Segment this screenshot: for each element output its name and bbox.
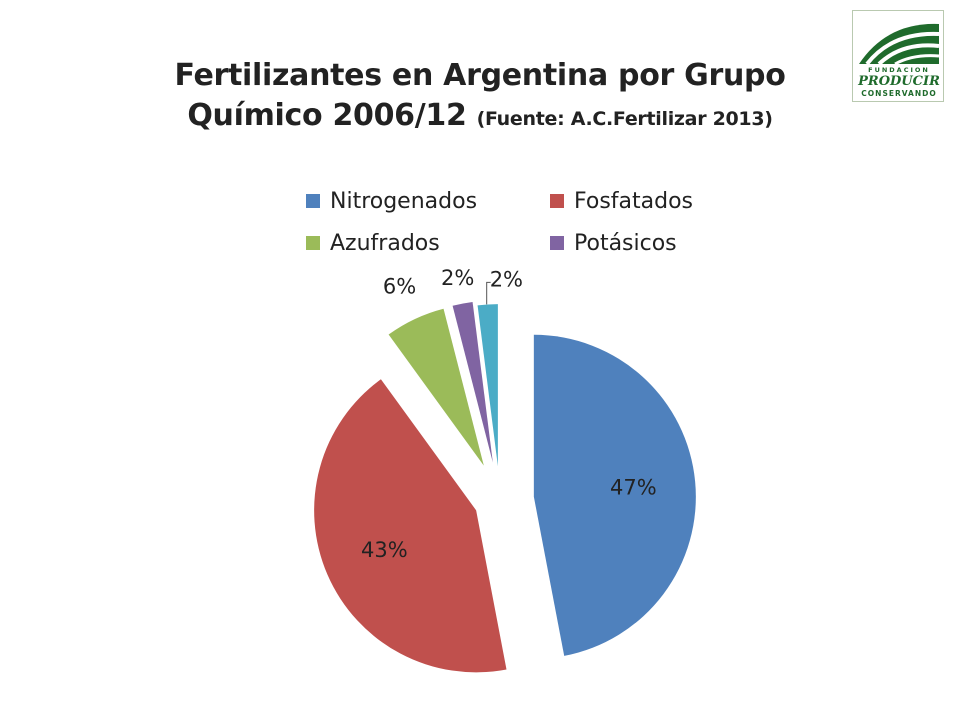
data-label: 43% — [361, 538, 408, 562]
data-label: 2% — [441, 266, 474, 290]
logo-text-bottom: CONSERVANDO — [861, 89, 936, 98]
chart-legend: Nitrogenados Fosfatados Azufrados Potásicos — [306, 185, 746, 265]
legend-item-fosfatados: Fosfatados — [550, 185, 693, 217]
legend-label: Fosfatados — [574, 188, 694, 214]
legend-item-azufrados: Azufrados — [306, 227, 440, 259]
legend-swatch — [550, 194, 564, 208]
legend-label: Potásicos — [574, 230, 677, 256]
logo-furrow-3 — [894, 54, 940, 66]
legend-swatch — [306, 236, 320, 250]
pie-slice-azufrados — [388, 308, 484, 466]
logo-text-mid: PRODUCIR — [857, 74, 940, 89]
logo-furrow-1 — [865, 31, 940, 66]
chart-title-line1: Fertilizantes en Argentina por Grupo — [174, 58, 786, 93]
pie-slice-potásicos — [452, 301, 493, 463]
legend-item-nitrogenados: Nitrogenados — [306, 185, 477, 217]
logo-graphic: FUNDACION PRODUCIR CONSERVANDO — [857, 23, 940, 98]
legend-label: Azufrados — [330, 230, 440, 256]
logo-text-top: FUNDACION — [868, 66, 930, 74]
leader-line — [486, 281, 491, 305]
chart-title: Fertilizantes en Argentina por Grupo Quí… — [150, 56, 810, 139]
pie-slice-nitrogenados — [533, 334, 696, 656]
data-label: 2% — [490, 267, 523, 291]
chart-source: (Fuente: A.C.Fertilizar 2013) — [476, 108, 773, 130]
legend-item-potásicos: Potásicos — [550, 227, 677, 259]
legend-swatch — [306, 194, 320, 208]
fundacion-producir-conservando-logo: FUNDACION PRODUCIR CONSERVANDO — [852, 10, 944, 102]
data-label: 6% — [383, 274, 416, 298]
chart-title-line2: Químico 2006/12 (Fuente: A.C.Fertilizar 2… — [150, 96, 810, 139]
pie-slice-other — [477, 304, 498, 467]
logo-furrow-2 — [877, 43, 940, 66]
data-label: 47% — [610, 475, 657, 499]
pie-slice-fosfatados — [314, 379, 507, 673]
chart-title-line2-text: Químico 2006/12 — [187, 98, 467, 133]
legend-label: Nitrogenados — [330, 188, 478, 214]
legend-swatch — [550, 236, 564, 250]
